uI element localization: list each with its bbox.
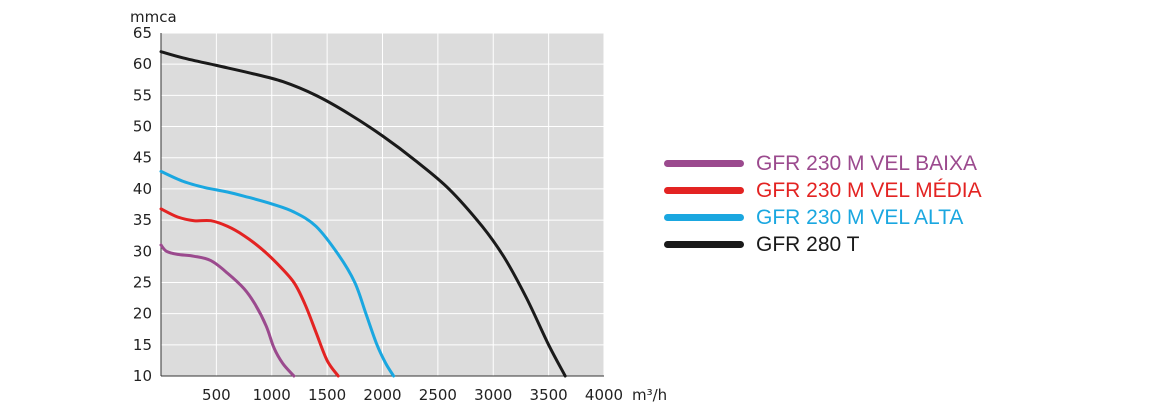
- y-tick-label: 40: [133, 180, 152, 198]
- series-line: [159, 169, 396, 378]
- x-tick-label: 2500: [419, 386, 457, 404]
- legend-item: GFR 230 M VEL BAIXA: [664, 150, 982, 177]
- y-tick-label: 20: [133, 305, 152, 323]
- x-tick-label: 2000: [363, 386, 401, 404]
- legend-label: GFR 280 T: [756, 232, 860, 256]
- y-tick-label: 50: [133, 118, 152, 136]
- legend-item: GFR 280 T: [664, 231, 982, 258]
- legend-item: GFR 230 M VEL MÉDIA: [664, 177, 982, 204]
- tick-labels: 500 1000 1500 2000 2500 3000 3500 4000 10 15 20 25 3…: [133, 24, 623, 404]
- legend-swatch: [664, 187, 744, 194]
- y-tick-label: 30: [133, 242, 152, 260]
- y-tick-label: 55: [133, 86, 152, 104]
- x-axis-unit: m³/h: [632, 386, 667, 404]
- series-lines: [159, 50, 567, 378]
- axes: [160, 33, 604, 377]
- y-tick-label: 25: [133, 273, 152, 291]
- series-line: [159, 50, 567, 378]
- y-tick-label: 60: [133, 55, 152, 73]
- x-tick-label: 4000: [585, 386, 623, 404]
- legend-item: GFR 230 M VEL ALTA: [664, 204, 982, 231]
- legend-label: GFR 230 M VEL ALTA: [756, 205, 964, 229]
- y-tick-label: 65: [133, 24, 152, 42]
- y-tick-label: 15: [133, 336, 152, 354]
- legend-swatch: [664, 214, 744, 221]
- series-line: [159, 207, 340, 378]
- x-tick-label: 3500: [530, 386, 568, 404]
- legend: GFR 230 M VEL BAIXA GFR 230 M VEL MÉDIA …: [664, 150, 982, 258]
- x-tick-label: 3000: [474, 386, 512, 404]
- x-tick-label: 1500: [308, 386, 346, 404]
- y-tick-label: 35: [133, 211, 152, 229]
- x-tick-label: 1000: [253, 386, 291, 404]
- legend-label: GFR 230 M VEL MÉDIA: [756, 178, 982, 202]
- legend-swatch: [664, 241, 744, 248]
- x-tick-label: 500: [202, 386, 231, 404]
- legend-label: GFR 230 M VEL BAIXA: [756, 151, 977, 175]
- y-tick-label: 45: [133, 149, 152, 167]
- series-line: [159, 243, 296, 378]
- y-axis-label: mmca: [130, 8, 177, 26]
- legend-swatch: [664, 160, 744, 167]
- y-tick-label: 10: [133, 367, 152, 385]
